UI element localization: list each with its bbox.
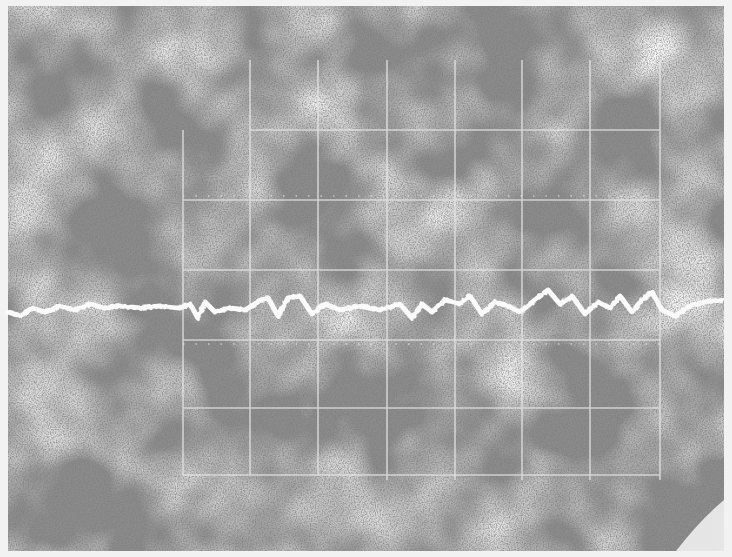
- oscilloscope-photo: [0, 0, 732, 557]
- page: [0, 0, 732, 557]
- film-grain: [8, 6, 724, 551]
